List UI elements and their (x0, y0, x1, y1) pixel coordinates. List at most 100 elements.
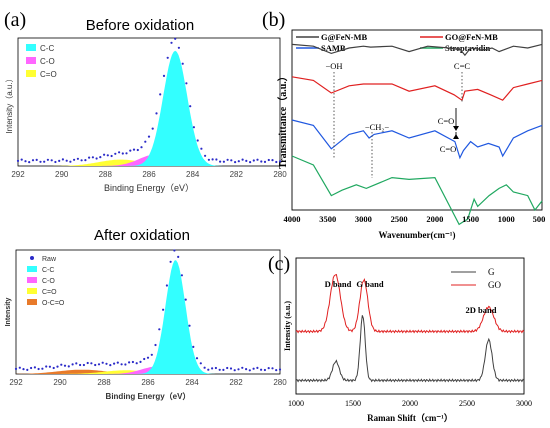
raw-point (26, 368, 29, 371)
raw-point (162, 308, 165, 311)
annotation-2d-band: 2D band (466, 305, 497, 315)
raw-point (63, 364, 67, 367)
xps-after-legend: Raw C-C C-O C=O O-C=O (27, 256, 65, 307)
xps-after-plot (14, 249, 282, 374)
raw-point (154, 343, 157, 347)
raw-point (267, 367, 270, 370)
raw-point (207, 368, 210, 371)
raw-point (200, 147, 203, 150)
raw-point (116, 361, 119, 364)
raw-point (271, 159, 274, 162)
raw-point (95, 157, 98, 160)
raw-point (241, 366, 244, 369)
raw-point (147, 135, 151, 138)
raw-point (120, 363, 123, 366)
raw-point (88, 156, 91, 159)
legend-label: C-O (42, 278, 55, 285)
raw-point (101, 361, 104, 364)
tick-label: 1500 (345, 399, 361, 408)
raw-point (150, 353, 153, 356)
peak-c-c (18, 50, 280, 166)
raw-point (278, 368, 282, 371)
tick-label: 2500 (459, 399, 475, 408)
raw-point (166, 56, 169, 59)
tick-label: 500 (533, 214, 546, 224)
raw-point (211, 367, 214, 370)
raw-point (170, 41, 173, 44)
raw-point (33, 366, 37, 369)
legend-swatch-o-c-o (27, 299, 37, 305)
tick-label: 288 (97, 378, 111, 387)
raw-point (110, 154, 113, 158)
raw-point (241, 158, 244, 161)
raw-point (103, 153, 106, 156)
legend-label: C-O (40, 57, 55, 66)
panel-a-label: (a) (4, 9, 26, 31)
raw-point (46, 158, 50, 161)
raw-point (234, 161, 237, 164)
raman-legend: G GO (451, 267, 501, 290)
raw-point (174, 37, 177, 40)
raw-point (54, 160, 57, 164)
raw-point (151, 127, 154, 130)
raw-point (192, 126, 195, 129)
raw-point (260, 368, 263, 371)
xps-before-ticks: 292 290 288 286 284 282 280 (11, 170, 287, 179)
arrowhead (453, 134, 459, 139)
tick-label: 280 (273, 170, 287, 179)
raw-point (22, 368, 25, 371)
annotation-c-c: C=C (454, 61, 470, 71)
panel-b: (b) G@FeN-MB GO@FeN-MB SAMB Streptavidin… (262, 9, 545, 240)
ftir-frame (291, 29, 543, 211)
raw-point (256, 366, 259, 369)
legend-label: C=O (40, 70, 57, 79)
tick-label: 292 (11, 170, 25, 179)
raw-point (275, 369, 278, 372)
ftir-ylabel: Transmittance（a.u.） (276, 71, 289, 169)
raw-point (195, 357, 199, 360)
peak-c-o (16, 366, 280, 374)
tick-label: 282 (230, 170, 244, 179)
raw-point (215, 158, 218, 161)
raw-point (124, 363, 127, 366)
raw-point (114, 152, 117, 155)
raw-point (252, 367, 255, 370)
raw-point (158, 328, 161, 331)
ftir-xlabel: Wavenumber(cm⁻¹) (379, 230, 456, 240)
raw-point (219, 160, 222, 163)
raw-point (80, 159, 83, 162)
xps-after-ylabel: Intensity (5, 298, 12, 327)
legend-swatch-c-o (26, 57, 36, 64)
legend-swatch-c-double-o (27, 288, 37, 294)
raw-point (14, 367, 18, 370)
arrowhead (453, 126, 459, 131)
raw-point (45, 365, 48, 368)
tick-label: 2000 (402, 399, 418, 408)
xps-before-xlabel: Binding Energy（eV） (104, 183, 194, 193)
series-line-streptavidin (291, 155, 543, 226)
raw-point (99, 156, 102, 159)
raw-point (229, 367, 233, 370)
legend-label: G (488, 267, 495, 277)
raw-point (263, 160, 267, 163)
raw-point (222, 368, 225, 371)
raw-point (271, 367, 274, 370)
raw-point (189, 105, 192, 108)
tick-label: 1000 (288, 399, 304, 408)
raw-point (20, 158, 23, 161)
raw-point (222, 160, 225, 163)
series-line-samb (291, 119, 543, 160)
legend-label: Raw (42, 256, 57, 263)
xps-after-frame (15, 249, 281, 375)
raman-xlabel: Raman Shift（cm⁻¹） (367, 413, 453, 423)
raw-point (125, 152, 128, 155)
raw-point (48, 365, 52, 368)
legend-label: GO@FeN-MB (445, 32, 498, 42)
raw-point (278, 160, 282, 163)
raw-point (237, 160, 240, 163)
raw-point (267, 158, 270, 162)
tick-label: 286 (142, 170, 156, 179)
raw-point (146, 356, 150, 359)
raw-point (71, 363, 74, 366)
